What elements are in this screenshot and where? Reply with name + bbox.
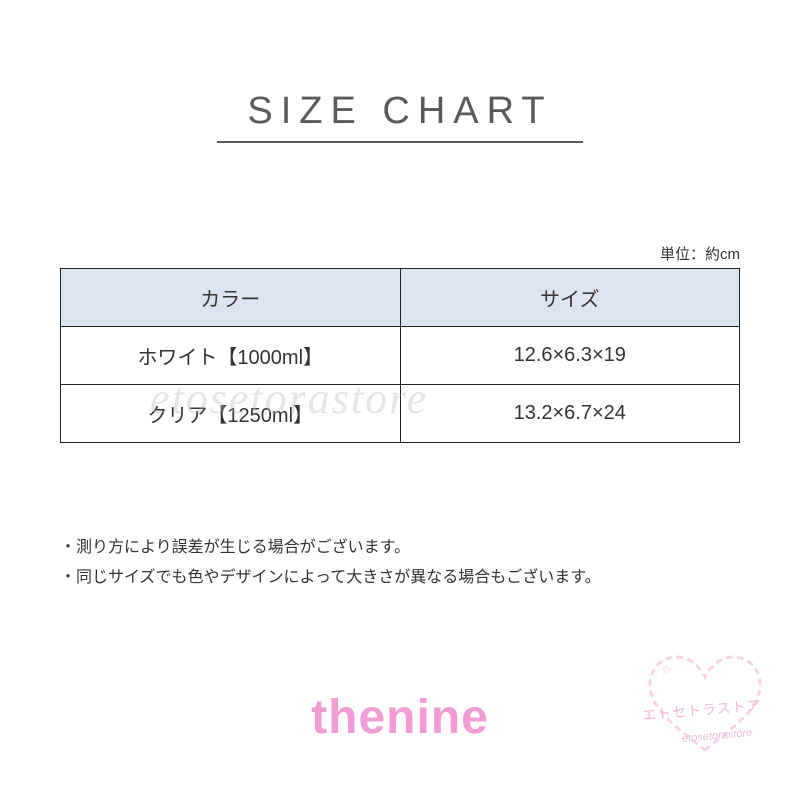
table-row: クリア【1250ml】 13.2×6.7×24	[61, 385, 740, 443]
unit-label: 単位：約cm	[0, 243, 740, 264]
size-table-container: カラー サイズ ホワイト【1000ml】 12.6×6.3×19 クリア【125…	[60, 268, 740, 443]
table-cell-color: ホワイト【1000ml】	[61, 327, 401, 385]
table-header-row: カラー サイズ	[61, 269, 740, 327]
note-line: ・同じサイズでも色やデザインによって大きさが異なる場合もございます。	[60, 563, 740, 593]
table-cell-color: クリア【1250ml】	[61, 385, 401, 443]
table-cell-size: 12.6×6.3×19	[400, 327, 740, 385]
heart-stamp-icon: ☆	[635, 645, 775, 765]
table-cell-size: 13.2×6.7×24	[400, 385, 740, 443]
table-row: ホワイト【1000ml】 12.6×6.3×19	[61, 327, 740, 385]
table-header-size: サイズ	[400, 269, 740, 327]
page-title: SIZE CHART	[217, 90, 582, 143]
heart-sublabel: etosetorastore	[681, 727, 752, 745]
watermark-main: thenine	[311, 690, 489, 745]
size-table: カラー サイズ ホワイト【1000ml】 12.6×6.3×19 クリア【125…	[60, 268, 740, 443]
note-line: ・測り方により誤差が生じる場合がございます。	[60, 533, 740, 563]
notes-container: ・測り方により誤差が生じる場合がございます。 ・同じサイズでも色やデザインによっ…	[60, 533, 740, 594]
svg-text:☆: ☆	[660, 662, 673, 678]
heart-label: エトセトラストア	[642, 695, 763, 725]
table-header-color: カラー	[61, 269, 401, 327]
title-container: SIZE CHART	[0, 0, 800, 143]
